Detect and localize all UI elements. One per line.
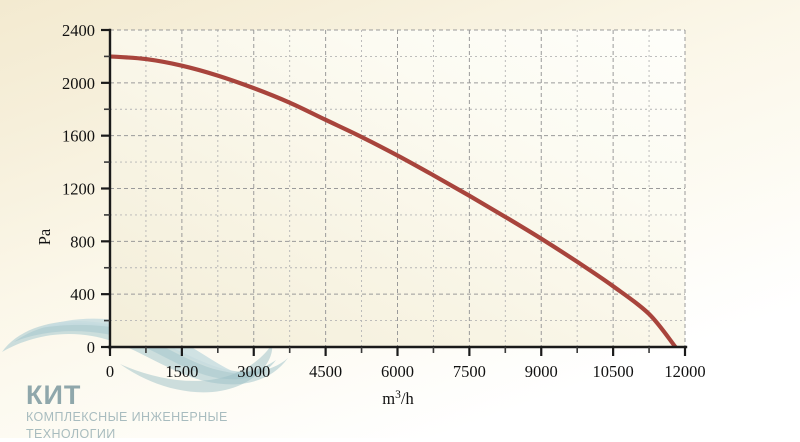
- x-tick-label: 10500: [593, 362, 634, 381]
- y-tick-label: 1600: [62, 127, 95, 146]
- x-tick-label: 7500: [453, 362, 486, 381]
- x-axis-title: m3/h: [382, 389, 414, 408]
- x-axis-tick-labels: 0 1500 3000 4500 6000 7500 9000 10500 12000: [106, 362, 706, 381]
- y-tick-label: 1200: [62, 180, 95, 199]
- x-tick-label: 12000: [664, 362, 705, 381]
- gridlines-major-horizontal: [110, 29, 685, 295]
- pressure-curve: [110, 54, 678, 347]
- x-tick-label: 9000: [525, 362, 558, 381]
- y-axis-tick-labels: 0 400 800 1200 1600 2000 2400: [62, 21, 95, 357]
- y-tick-label: 2000: [62, 74, 95, 93]
- y-tick-label: 2400: [62, 21, 95, 40]
- x-tick-label: 4500: [309, 362, 342, 381]
- y-tick-label: 0: [87, 338, 95, 357]
- x-tick-label: 6000: [381, 362, 414, 381]
- gridlines-minor-horizontal: [110, 55, 685, 322]
- x-axis-ticks: [108, 347, 687, 356]
- x-tick-label: 0: [106, 362, 114, 381]
- x-tick-label: 1500: [165, 362, 198, 381]
- y-axis-ticks: [101, 28, 110, 349]
- y-axis-title: Pa: [35, 228, 54, 245]
- x-tick-label: 3000: [237, 362, 270, 381]
- y-tick-label: 400: [70, 285, 95, 304]
- y-tick-label: 800: [70, 232, 95, 251]
